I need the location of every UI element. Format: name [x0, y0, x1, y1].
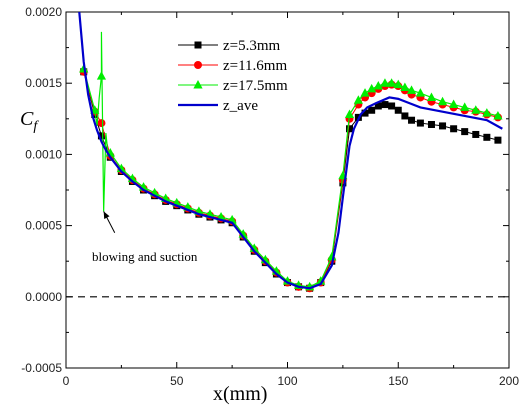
- data-point: [482, 108, 492, 117]
- series-line: [78, 11, 503, 290]
- data-point: [344, 109, 355, 119]
- legend: z=5.3mm z=11.6mm z=17.5mm z_ave: [178, 38, 288, 114]
- data-point: [461, 128, 469, 136]
- data-point: [400, 82, 410, 91]
- x-tick-label: 150: [388, 374, 408, 388]
- x-tick-label: 200: [499, 374, 519, 388]
- data-point: [367, 83, 377, 93]
- data-point: [388, 102, 396, 110]
- data-point: [393, 79, 403, 89]
- x-tick-label: 50: [170, 374, 184, 388]
- series-z-ave: [78, 11, 503, 290]
- data-point: [97, 119, 106, 128]
- data-point: [374, 102, 382, 110]
- data-point: [401, 112, 409, 120]
- legend-label: z=5.3mm: [223, 38, 281, 54]
- legend-item: z_ave: [178, 98, 258, 114]
- y-tick-label: 0.0000: [25, 290, 62, 304]
- legend-swatch-marker: [194, 41, 202, 49]
- annotation-arrowhead: [103, 211, 110, 219]
- y-tick-label: 0.0010: [25, 147, 62, 161]
- annotation-text: blowing and suction: [92, 249, 198, 264]
- data-point: [97, 132, 105, 140]
- y-tick-label: 0.0020: [25, 5, 62, 19]
- data-point: [437, 96, 448, 106]
- series-layer: [78, 11, 503, 293]
- data-point: [368, 106, 376, 114]
- x-tick-label: 0: [63, 374, 70, 388]
- data-point: [416, 119, 424, 127]
- y-tick-label: 0.0015: [25, 76, 62, 90]
- data-point: [380, 78, 390, 87]
- data-point: [450, 125, 458, 133]
- data-point: [353, 95, 363, 104]
- data-point: [494, 136, 502, 144]
- data-point: [493, 110, 503, 120]
- x-axis-title: x(mm): [213, 383, 267, 405]
- y-tick-label: 0.0005: [25, 219, 62, 233]
- data-point: [483, 133, 491, 141]
- data-point: [408, 116, 416, 124]
- legend-label: z_ave: [223, 98, 258, 114]
- data-point: [346, 125, 354, 133]
- data-point: [439, 122, 447, 130]
- data-point: [316, 276, 326, 285]
- data-point: [449, 99, 459, 109]
- data-point: [394, 106, 402, 114]
- annotation: blowing and suction: [92, 211, 198, 264]
- legend-label: z=17.5mm: [223, 78, 288, 94]
- legend-swatch-marker: [193, 80, 203, 89]
- axis-ticks: 0 50 100 150 200 -0.0005 0.0000 0.0005 0.0010 0.0…: [21, 5, 519, 388]
- data-point: [361, 109, 369, 117]
- data-point: [471, 105, 481, 114]
- data-point: [360, 88, 370, 97]
- legend-item: z=11.6mm: [178, 58, 287, 74]
- legend-label: z=11.6mm: [223, 58, 287, 74]
- data-point: [415, 88, 425, 97]
- data-point: [427, 120, 435, 128]
- data-point: [96, 71, 107, 80]
- data-point: [381, 101, 389, 109]
- data-point: [387, 78, 397, 87]
- legend-item: z=5.3mm: [178, 38, 281, 54]
- legend-item: z=17.5mm: [178, 78, 288, 94]
- data-point: [472, 130, 480, 138]
- y-tick-label: -0.0005: [21, 361, 62, 375]
- data-point: [460, 102, 470, 111]
- legend-swatch-marker: [194, 61, 202, 69]
- data-point: [426, 92, 437, 101]
- plot-frame: [65, 11, 510, 369]
- data-point: [406, 85, 417, 94]
- data-point: [373, 81, 383, 90]
- y-axis-title: Cf: [20, 108, 39, 134]
- x-tick-label: 100: [277, 374, 297, 388]
